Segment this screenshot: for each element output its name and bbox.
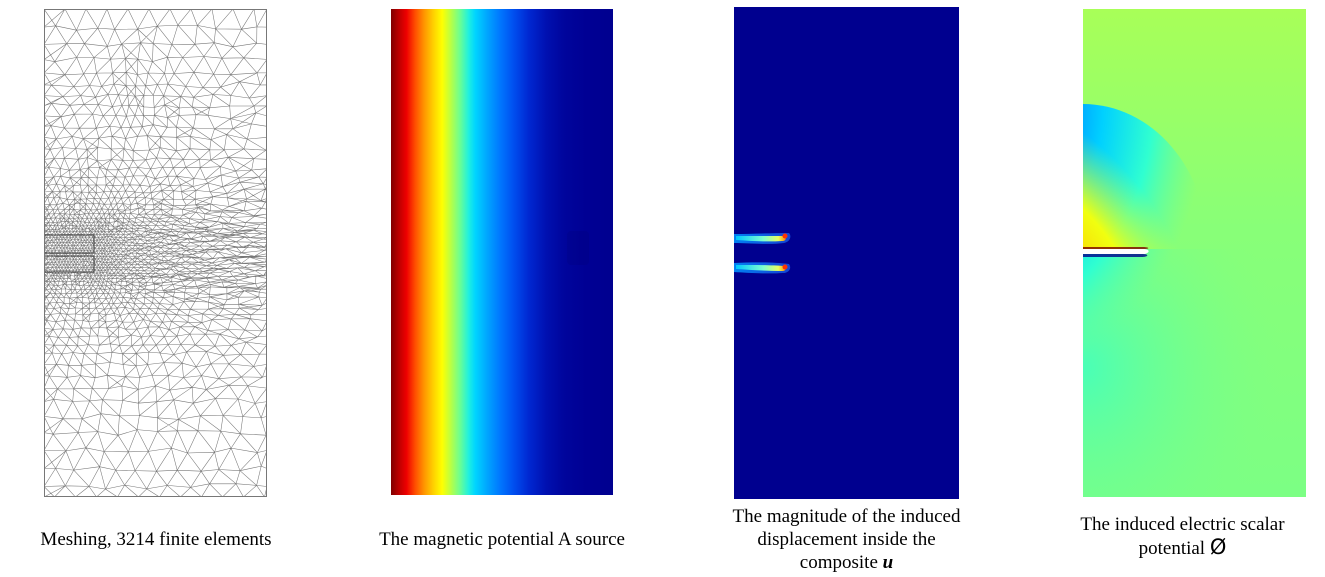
magnetic-potential-panel <box>391 9 613 495</box>
displacement-panel <box>734 7 959 499</box>
magnetic-potential-inclusion-shadow <box>567 231 589 265</box>
displacement-caption-line-3-text: composite <box>799 552 878 573</box>
displacement-caption-line-3: composite u <box>680 551 1013 574</box>
mesh-lines <box>44 9 267 497</box>
displacement-symbol-u: u <box>882 552 894 573</box>
electric-potential-caption-line-2: potential Ø <box>1040 536 1325 560</box>
displacement-plot <box>734 7 959 499</box>
magnetic-potential-caption-text: The magnetic potential A source <box>379 529 625 550</box>
displacement-caption: The magnitude of the induced displacemen… <box>680 505 1013 574</box>
electric-potential-caption-line-1: The induced electric scalar <box>1080 514 1285 535</box>
mesh-caption-text: Meshing, 3214 finite elements <box>40 529 272 550</box>
phi-symbol: Ø <box>1209 535 1227 559</box>
electrode-gap <box>1083 247 1149 257</box>
electric-potential-caption-line-2-text: potential <box>1138 538 1206 559</box>
lower-crack-displacement <box>734 262 791 274</box>
electric-potential-plot <box>1083 9 1306 497</box>
mesh-caption: Meshing, 3214 finite elements <box>0 528 312 551</box>
electric-potential-panel <box>1083 9 1306 497</box>
mesh-border <box>44 9 267 497</box>
positive-potential-lobe <box>1083 89 1213 249</box>
displacement-caption-line-1: The magnitude of the induced <box>732 506 961 527</box>
magnetic-potential-caption: The magnetic potential A source <box>331 528 673 551</box>
displacement-caption-line-2: displacement inside the <box>757 529 936 550</box>
mesh-panel <box>44 9 267 497</box>
finite-element-mesh-plot <box>44 9 267 497</box>
upper-crack-displacement <box>734 233 791 244</box>
mesh-inclusions <box>44 234 95 273</box>
electric-potential-caption: The induced electric scalar potential Ø <box>1040 513 1325 560</box>
